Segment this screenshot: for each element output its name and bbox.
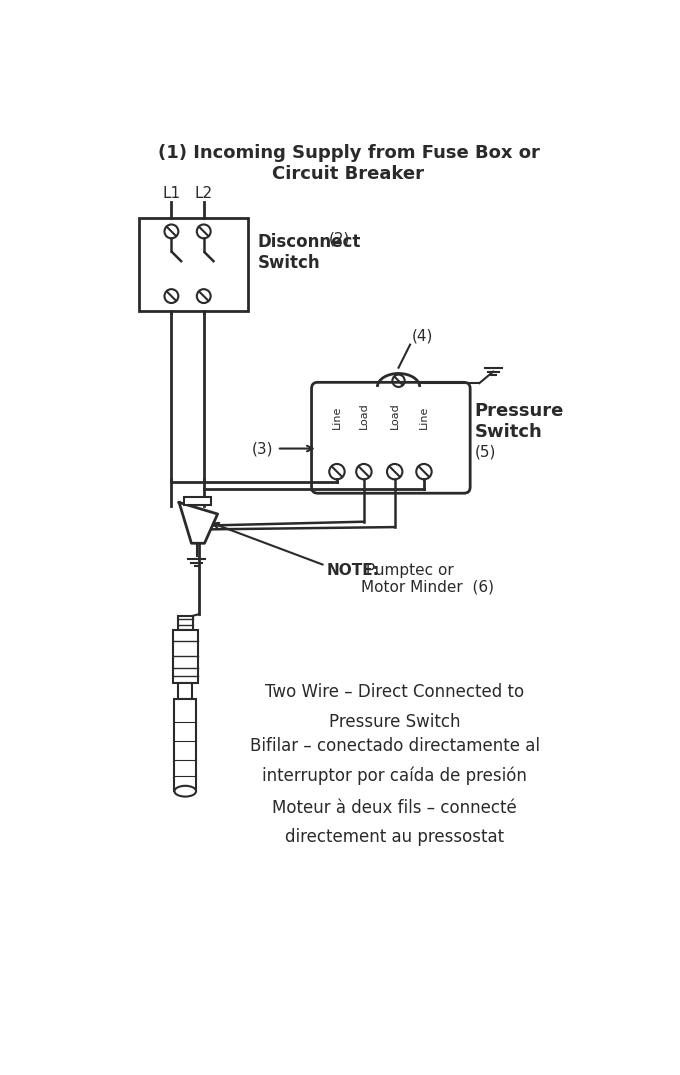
Text: Load: Load	[390, 402, 400, 429]
Bar	[184, 497, 211, 505]
Polygon shape	[179, 502, 218, 543]
Text: (4): (4)	[411, 328, 433, 343]
Bar	[173, 630, 198, 684]
Text: Two Wire – Direct Connected to
Pressure Switch: Two Wire – Direct Connected to Pressure …	[265, 684, 524, 731]
Text: (1) Incoming Supply from Fuse Box or
Circuit Breaker: (1) Incoming Supply from Fuse Box or Cir…	[158, 144, 539, 183]
Text: Disconnect
Switch: Disconnect Switch	[258, 233, 361, 272]
Bar	[178, 684, 192, 699]
Bar	[139, 217, 248, 312]
Text: Pressure
Switch: Pressure Switch	[475, 402, 564, 441]
Bar	[175, 699, 196, 791]
Text: L1: L1	[163, 186, 180, 201]
Text: Pumptec or
Motor Minder  (6): Pumptec or Motor Minder (6)	[361, 562, 494, 594]
Text: Load: Load	[359, 402, 369, 429]
Bar	[177, 616, 193, 630]
Text: L2: L2	[194, 186, 213, 201]
Text: Bifilar – conectado directamente al
interruptor por caída de presión: Bifilar – conectado directamente al inte…	[250, 737, 540, 786]
Text: (5): (5)	[475, 445, 496, 460]
Text: Line: Line	[419, 405, 429, 429]
Text: Line: Line	[332, 405, 342, 429]
Text: NOTE:: NOTE:	[327, 562, 380, 577]
Ellipse shape	[175, 786, 196, 797]
Text: (3): (3)	[252, 441, 273, 456]
Text: Moteur à deux fils – connecté
directement au pressostat: Moteur à deux fils – connecté directemen…	[272, 799, 517, 846]
Text: (2): (2)	[329, 231, 351, 246]
